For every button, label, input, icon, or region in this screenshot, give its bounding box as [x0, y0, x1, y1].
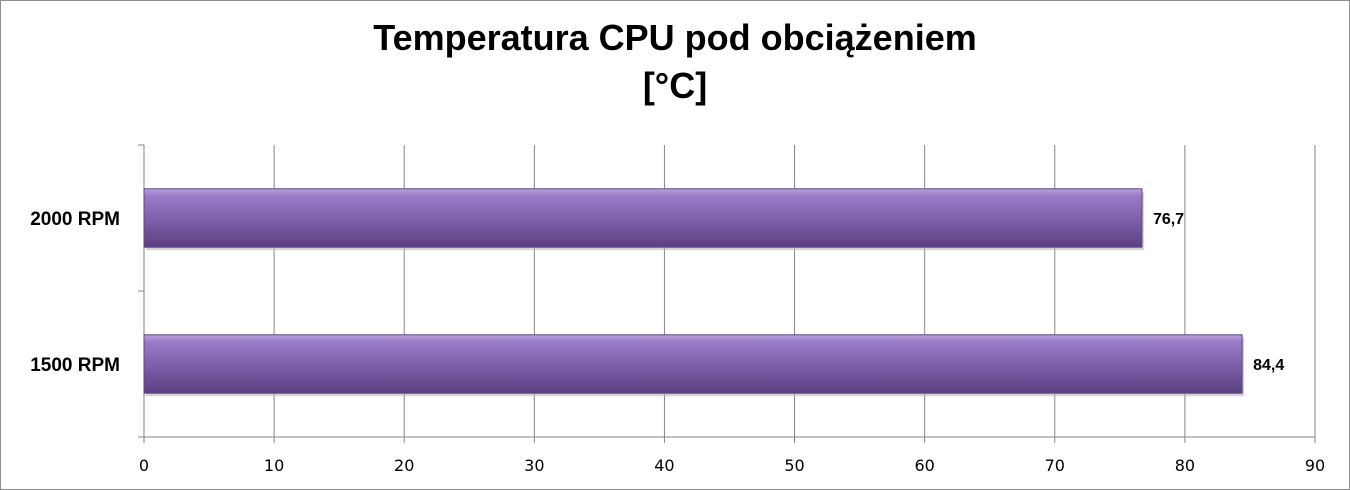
x-tick-label: 20 [394, 456, 414, 475]
x-tick-label: 70 [1045, 456, 1065, 475]
bar-2000-rpm [143, 188, 1143, 248]
bar-1500-rpm [143, 334, 1243, 394]
x-tick-label: 90 [1305, 456, 1325, 475]
data-label: 84,4 [1253, 357, 1284, 374]
labels: 0 10 20 30 40 50 60 70 80 90 2000 RPM 76,7 1500 RPM 8… [30, 209, 1325, 475]
x-tick-label: 60 [914, 456, 934, 475]
x-tick-label: 50 [784, 456, 804, 475]
category-label: 2000 RPM [30, 209, 120, 230]
chart-title: Temperatura CPU pod obciążeniem [°C] [0, 14, 1350, 110]
x-tick-label: 10 [264, 456, 284, 475]
chart-title-line-2: [°C] [642, 65, 708, 106]
category-label: 1500 RPM [30, 355, 120, 376]
x-tick-label: 40 [654, 456, 674, 475]
x-tick-label: 0 [139, 456, 149, 475]
x-tick-label: 30 [524, 456, 544, 475]
chart-title-line-1: Temperatura CPU pod obciążeniem [373, 17, 977, 58]
bars [143, 188, 1245, 397]
data-label: 76,7 [1153, 211, 1184, 228]
x-tick-label: 80 [1175, 456, 1195, 475]
